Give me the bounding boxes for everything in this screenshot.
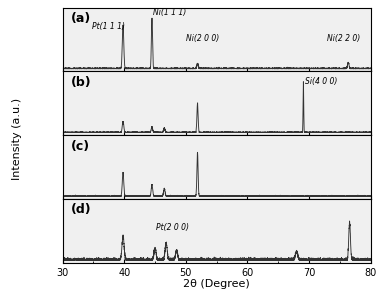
Text: Intensity (a.u.): Intensity (a.u.)	[12, 98, 22, 180]
Text: (a): (a)	[70, 12, 91, 25]
Text: Pt(2 0 0): Pt(2 0 0)	[156, 223, 189, 233]
Text: Pt(1 1 1): Pt(1 1 1)	[92, 22, 125, 31]
Text: Si(4 0 0): Si(4 0 0)	[305, 77, 337, 86]
Text: Ni(2 0 0): Ni(2 0 0)	[186, 34, 219, 43]
Text: (d): (d)	[70, 204, 91, 217]
Text: Ni(2 2 0): Ni(2 2 0)	[328, 34, 361, 43]
Text: (b): (b)	[70, 76, 91, 89]
Text: Ni(1 1 1): Ni(1 1 1)	[153, 8, 186, 17]
Text: (c): (c)	[70, 140, 90, 153]
X-axis label: 2θ (Degree): 2θ (Degree)	[183, 279, 250, 289]
